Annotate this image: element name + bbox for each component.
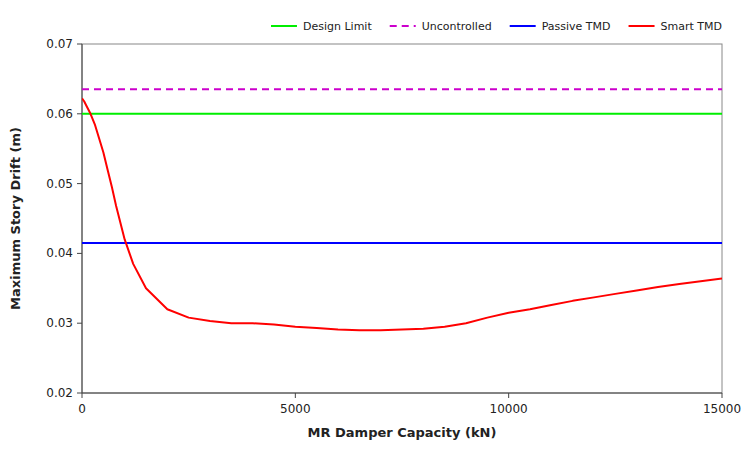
legend-label: Passive TMD	[542, 20, 611, 33]
y-tick-label: 0.05	[46, 177, 73, 191]
plot-area	[82, 44, 722, 393]
y-tick	[77, 183, 82, 184]
x-tick	[82, 393, 83, 398]
reference-line	[82, 242, 722, 244]
reference-line	[82, 88, 722, 90]
legend-label: Uncontrolled	[422, 20, 492, 33]
y-tick	[77, 253, 82, 254]
y-tick	[77, 44, 82, 45]
y-tick-label: 0.06	[46, 107, 73, 121]
series-line	[82, 98, 722, 330]
x-tick	[508, 393, 509, 398]
y-tick	[77, 323, 82, 324]
x-tick-label: 10000	[490, 402, 528, 416]
chart: 0 5000 10000 15000 0.02 0.03 0.04 0.05 0.06 0.07 M…	[0, 0, 750, 455]
x-tick	[295, 393, 296, 398]
y-tick-label: 0.07	[46, 37, 73, 51]
series-group	[82, 89, 722, 330]
x-tick	[722, 393, 723, 398]
x-tick-label: 5000	[280, 402, 311, 416]
legend: Design Limit Uncontrolled Passive TMD Smart…	[271, 20, 722, 33]
y-axis	[82, 44, 83, 393]
y-tick-label: 0.04	[46, 246, 73, 260]
legend-item: Design Limit	[271, 20, 372, 33]
y-tick-label: 0.03	[46, 316, 73, 330]
legend-item: Uncontrolled	[390, 20, 492, 33]
legend-label: Smart TMD	[661, 20, 722, 33]
legend-swatch	[510, 25, 536, 27]
legend-label: Design Limit	[303, 20, 372, 33]
x-tick-label: 0	[78, 402, 86, 416]
x-axis	[82, 393, 722, 394]
legend-item: Smart TMD	[629, 20, 722, 33]
legend-swatch	[629, 25, 655, 27]
legend-item: Passive TMD	[510, 20, 611, 33]
x-axis-label: MR Damper Capacity (kN)	[308, 425, 497, 440]
legend-swatch	[271, 25, 297, 27]
y-tick	[77, 113, 82, 114]
y-tick	[77, 393, 82, 394]
legend-swatch	[390, 25, 416, 27]
y-tick-label: 0.02	[46, 386, 73, 400]
y-axis-label: Maximum Story Drift (m)	[8, 127, 23, 310]
reference-line	[82, 113, 722, 115]
x-tick-label: 15000	[703, 402, 741, 416]
